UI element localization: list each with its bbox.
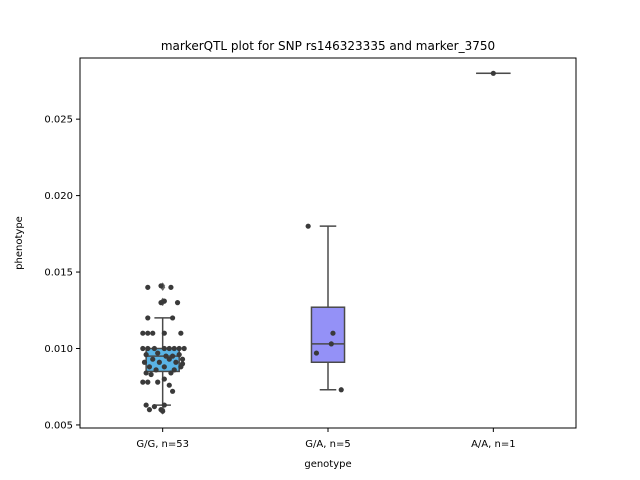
data-point [181,345,187,352]
data-point [166,345,172,352]
data-point [178,330,184,336]
x-axis: G/G, n=53 G/A, n=5 A/A, n=1 [136,428,516,450]
y-tick-label: 0.015 [44,268,73,279]
data-point [179,361,186,367]
data-point [145,284,151,290]
data-point [145,379,151,385]
chart-title: markerQTL plot for SNP rs146323335 and m… [161,39,495,53]
points-group-1 [305,223,344,393]
data-point [156,359,162,365]
data-point [171,345,177,352]
data-point [169,315,176,321]
data-point [168,284,174,290]
data-point [169,353,176,359]
data-point [490,70,496,76]
data-point [158,283,164,289]
data-point [146,364,153,370]
data-point [171,367,177,373]
data-point [155,379,161,385]
data-point [305,223,311,229]
data-point [330,330,336,336]
data-point [151,345,157,352]
data-point [161,376,167,382]
points-group-2 [490,70,496,76]
x-tick-label: G/G, n=53 [136,439,189,450]
data-point [328,341,334,347]
data-point [143,402,149,408]
y-tick-label: 0.010 [44,344,73,355]
data-point [145,345,151,352]
x-tick-label: A/A, n=1 [471,439,516,450]
data-point [140,330,146,336]
data-point [145,330,151,336]
data-point [166,356,172,362]
y-axis-label: phenotype [14,216,25,270]
data-point [140,345,146,352]
data-point [338,387,344,393]
data-point [168,370,174,376]
data-point [176,345,182,352]
data-point [143,352,149,358]
data-point [150,356,156,362]
y-tick-label: 0.025 [44,115,73,126]
data-point [174,300,181,306]
y-tick-label: 0.020 [44,191,73,202]
data-point [140,379,146,385]
data-point [176,352,182,358]
data-point [153,367,159,373]
data-point [169,388,176,394]
y-tick-label: 0.005 [44,420,73,431]
data-point [173,359,179,365]
plot-area [140,70,511,415]
data-point [141,359,148,365]
points-group-0 [140,283,187,414]
data-point [179,356,186,362]
data-point [155,350,161,356]
data-point [150,330,156,336]
data-point [161,364,167,370]
data-point [143,370,149,376]
y-axis: 0.005 0.010 0.015 0.020 0.025 [44,115,80,431]
data-point [166,382,172,388]
data-point [146,407,153,413]
x-axis-label: genotype [304,459,351,470]
data-point [161,402,167,408]
data-point [163,353,169,359]
box-group-1 [310,225,346,391]
data-point [151,403,157,410]
data-point [161,298,167,304]
data-point [313,350,320,356]
data-point [145,315,151,321]
data-point [161,345,167,352]
data-point [161,330,167,336]
x-tick-label: G/A, n=5 [305,439,350,450]
data-point [148,371,154,378]
data-point [160,408,166,414]
